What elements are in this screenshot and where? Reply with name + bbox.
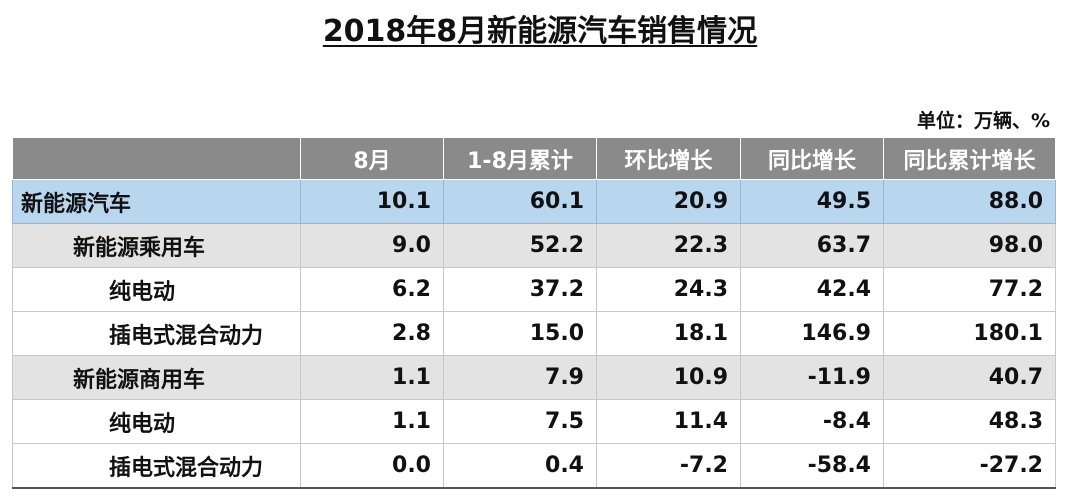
column-header-cumulative: 1-8月累计 [443, 137, 597, 180]
cell-value: 7.5 [443, 399, 597, 444]
cell-value: 22.3 [596, 223, 741, 268]
cell-value: 42.4 [740, 267, 884, 312]
cell-value: -7.2 [596, 443, 741, 489]
cell-value: -58.4 [740, 443, 884, 489]
column-header-mom-growth: 环比增长 [596, 137, 741, 180]
unit-label: 单位：万辆、% [916, 110, 1050, 132]
cell-value: 1.1 [300, 355, 444, 400]
cell-value: -27.2 [883, 443, 1056, 489]
cell-value: 49.5 [740, 179, 884, 224]
row-label: 纯电动 [12, 399, 301, 444]
cell-value: 180.1 [883, 311, 1056, 356]
cell-value: 10.9 [596, 355, 741, 400]
cell-value: 11.4 [596, 399, 741, 444]
table-row: 新能源汽车 10.1 60.1 20.9 49.5 88.0 [12, 179, 1056, 224]
table-row: 纯电动 6.2 37.2 24.3 42.4 77.2 [12, 267, 1056, 312]
cell-value: 40.7 [883, 355, 1056, 400]
cell-value: 24.3 [596, 267, 741, 312]
sales-table: 8月 1-8月累计 环比增长 同比增长 同比累计增长 新能源汽车 10.1 60… [12, 137, 1056, 489]
cell-value: -8.4 [740, 399, 884, 444]
cell-value: 0.0 [300, 443, 444, 489]
cell-value: 20.9 [596, 179, 741, 224]
row-label: 插电式混合动力 [12, 311, 301, 356]
row-label: 新能源汽车 [12, 179, 301, 224]
cell-value: 77.2 [883, 267, 1056, 312]
cell-value: 63.7 [740, 223, 884, 268]
cell-value: 0.4 [443, 443, 597, 489]
cell-value: 60.1 [443, 179, 597, 224]
table-row: 插电式混合动力 2.8 15.0 18.1 146.9 180.1 [12, 311, 1056, 356]
cell-value: 146.9 [740, 311, 884, 356]
cell-value: 1.1 [300, 399, 444, 444]
row-label: 纯电动 [12, 267, 301, 312]
row-label: 插电式混合动力 [12, 443, 301, 489]
cell-value: 9.0 [300, 223, 444, 268]
page-title: 2018年8月新能源汽车销售情况 [322, 14, 758, 49]
table-row: 新能源商用车 1.1 7.9 10.9 -11.9 40.7 [12, 355, 1056, 400]
table-row: 纯电动 1.1 7.5 11.4 -8.4 48.3 [12, 399, 1056, 444]
cell-value: 10.1 [300, 179, 444, 224]
cell-value: 2.8 [300, 311, 444, 356]
row-label: 新能源商用车 [12, 355, 301, 400]
table-header-row: 8月 1-8月累计 环比增长 同比增长 同比累计增长 [12, 137, 1056, 180]
row-label: 新能源乘用车 [12, 223, 301, 268]
cell-value: 98.0 [883, 223, 1056, 268]
column-header-blank [12, 137, 301, 180]
cell-value: 6.2 [300, 267, 444, 312]
column-header-august: 8月 [300, 137, 444, 180]
cell-value: 37.2 [443, 267, 597, 312]
cell-value: -11.9 [740, 355, 884, 400]
cell-value: 52.2 [443, 223, 597, 268]
cell-value: 88.0 [883, 179, 1056, 224]
table-row: 新能源乘用车 9.0 52.2 22.3 63.7 98.0 [12, 223, 1056, 268]
cell-value: 7.9 [443, 355, 597, 400]
cell-value: 48.3 [883, 399, 1056, 444]
cell-value: 15.0 [443, 311, 597, 356]
column-header-yoy-growth: 同比增长 [740, 137, 884, 180]
cell-value: 18.1 [596, 311, 741, 356]
column-header-yoy-cumulative-growth: 同比累计增长 [883, 137, 1056, 180]
table-row: 插电式混合动力 0.0 0.4 -7.2 -58.4 -27.2 [12, 443, 1056, 489]
